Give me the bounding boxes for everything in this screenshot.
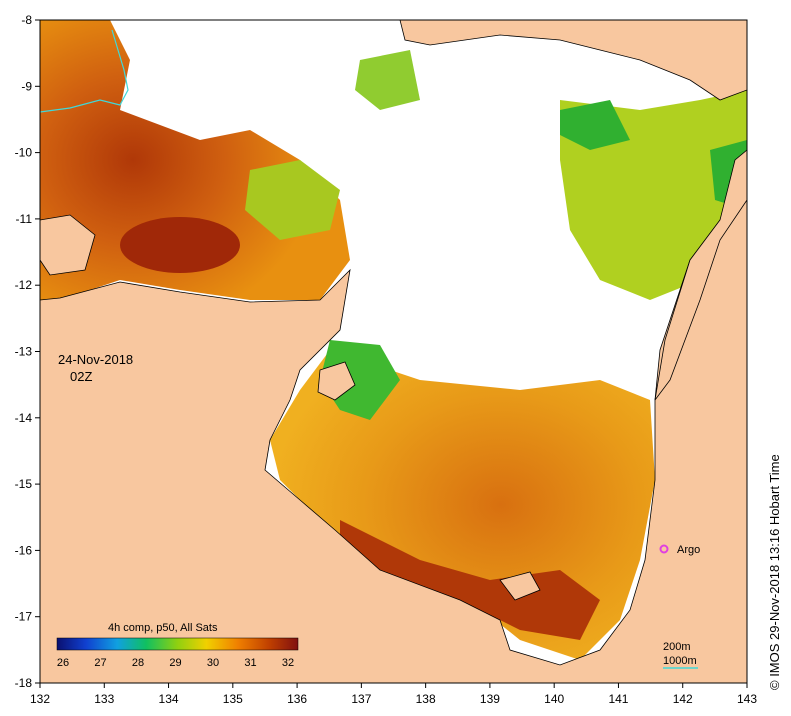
x-tick-label: 132: [30, 692, 50, 706]
land-groote-eylandt: [317, 361, 356, 401]
y-tick-label: -8: [21, 13, 32, 27]
sst-warm-core-northwest: [120, 217, 240, 273]
land-new-guinea: [399, 20, 747, 101]
y-tick-label: -13: [15, 345, 33, 359]
colorbar: [56, 637, 299, 651]
colorbar-tick-label: 26: [57, 657, 69, 669]
x-tick-label: 139: [480, 692, 500, 706]
argo-marker[interactable]: Argo: [659, 544, 701, 556]
colorbar-tick-label: 30: [207, 657, 219, 669]
colorbar-tick-label: 29: [169, 657, 181, 669]
x-tick-label: 140: [544, 692, 564, 706]
x-tick-label: 136: [287, 692, 307, 706]
x-tick-label: 137: [351, 692, 371, 706]
land-cape-york: [654, 149, 747, 401]
x-tick-label: 138: [416, 692, 436, 706]
sst-patch-green-west: [245, 160, 340, 240]
colorbar-tick-label: 31: [244, 657, 256, 669]
x-tick-label: 134: [159, 692, 179, 706]
date-label: 24-Nov-2018: [58, 352, 133, 367]
y-tick-label: -9: [21, 79, 32, 93]
y-tick-label: -15: [15, 477, 33, 491]
colorbar-tick-label: 28: [132, 657, 144, 669]
sst-patch-green-north: [355, 50, 420, 110]
argo-label: Argo: [677, 544, 700, 556]
x-tick-label: 143: [737, 692, 757, 706]
colorbar-tick-label: 27: [94, 657, 106, 669]
y-axis: -8 -9 -10 -11 -12 -13 -14 -15 -16 -17 -18: [15, 13, 40, 690]
y-tick-label: -17: [15, 610, 33, 624]
x-tick-label: 142: [673, 692, 693, 706]
land-tiwi-islands: [40, 214, 96, 276]
x-tick-label: 141: [608, 692, 628, 706]
credit-text: © IMOS 29-Nov-2018 13:16 Hobart Time: [767, 454, 782, 690]
argo-icon: [659, 544, 669, 554]
colorbar-tick-label: 32: [282, 657, 294, 669]
x-axis: 132 133 134 135 136 137 138 139 140 141 142 143: [30, 683, 757, 706]
colorbar-title: 4h comp, p50, All Sats: [108, 622, 218, 634]
x-tick-label: 135: [223, 692, 243, 706]
land-mornington-island: [499, 571, 541, 601]
colorbar-ticks: 26 27 28 29 30 31 32: [57, 657, 294, 669]
y-tick-label: -16: [15, 543, 33, 557]
y-tick-label: -18: [15, 676, 33, 690]
sst-warm-band-south: [340, 520, 600, 640]
contour-legend-200m: 200m: [663, 641, 691, 653]
y-tick-label: -14: [15, 411, 33, 425]
y-tick-label: -11: [16, 212, 33, 226]
y-tick-label: -10: [15, 146, 33, 160]
contour-1000m: [40, 29, 129, 113]
x-tick-label: 133: [94, 692, 114, 706]
sst-patch-green-gulf-west: [320, 340, 400, 420]
contour-legend-1000m: 1000m: [663, 655, 697, 667]
y-tick-label: -12: [15, 278, 33, 292]
sst-patch-green-northeast: [560, 100, 630, 150]
time-label: 02Z: [70, 369, 92, 384]
